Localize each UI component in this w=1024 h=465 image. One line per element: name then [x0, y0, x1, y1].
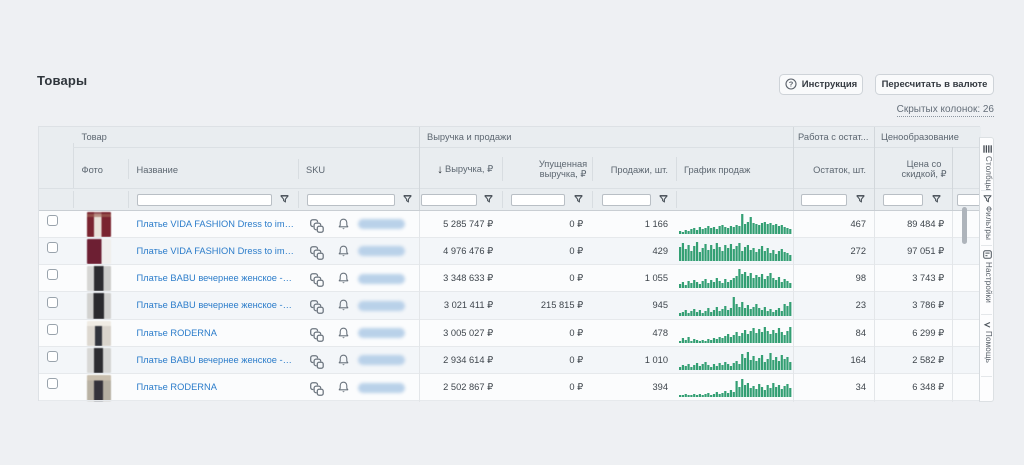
svg-text:?: ?	[788, 80, 793, 89]
